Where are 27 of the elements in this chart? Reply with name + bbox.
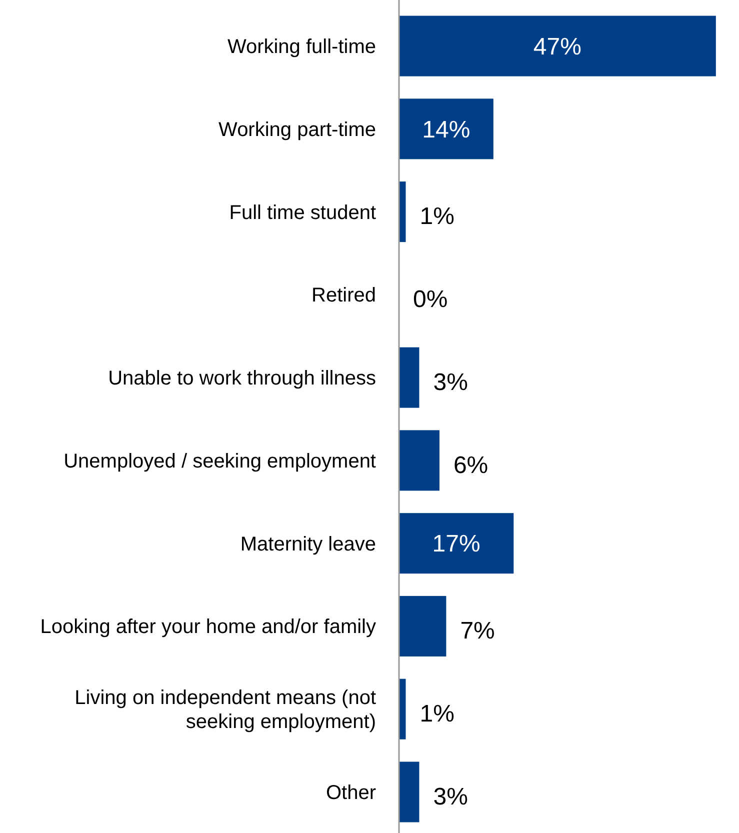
bar: [399, 430, 440, 491]
data-label: 6%: [453, 452, 488, 479]
y-tick-label: Working part-time: [218, 118, 376, 141]
bar: [399, 513, 514, 574]
y-tick-label: Other: [326, 782, 376, 804]
y-tick-label: Looking after your home and/or family: [40, 616, 376, 638]
bar: [399, 347, 420, 408]
data-label: 1%: [420, 700, 454, 728]
bar: [399, 762, 420, 822]
y-tick-label: Unable to work through illness: [108, 368, 376, 390]
y-tick-label: Unemployed / seeking employment: [64, 450, 376, 472]
bar: [399, 596, 446, 656]
y-tick-label: Retired: [312, 284, 376, 307]
data-label: 14%: [422, 116, 470, 144]
data-label: 7%: [460, 618, 495, 645]
y-tick-label: Living on independent means (not seeking employment): [74, 687, 376, 734]
bar: [399, 16, 716, 76]
data-label: 0%: [413, 286, 448, 314]
bar: [399, 98, 494, 160]
y-tick-label: Full time student: [229, 202, 376, 224]
data-label: 3%: [433, 783, 468, 810]
y-tick-label: Working full-time: [227, 36, 376, 58]
data-label: 1%: [420, 203, 454, 230]
data-label: 47%: [533, 33, 582, 60]
data-label: 3%: [433, 368, 468, 396]
y-tick-label: Maternity leave: [240, 533, 376, 556]
data-label: 17%: [432, 530, 480, 558]
